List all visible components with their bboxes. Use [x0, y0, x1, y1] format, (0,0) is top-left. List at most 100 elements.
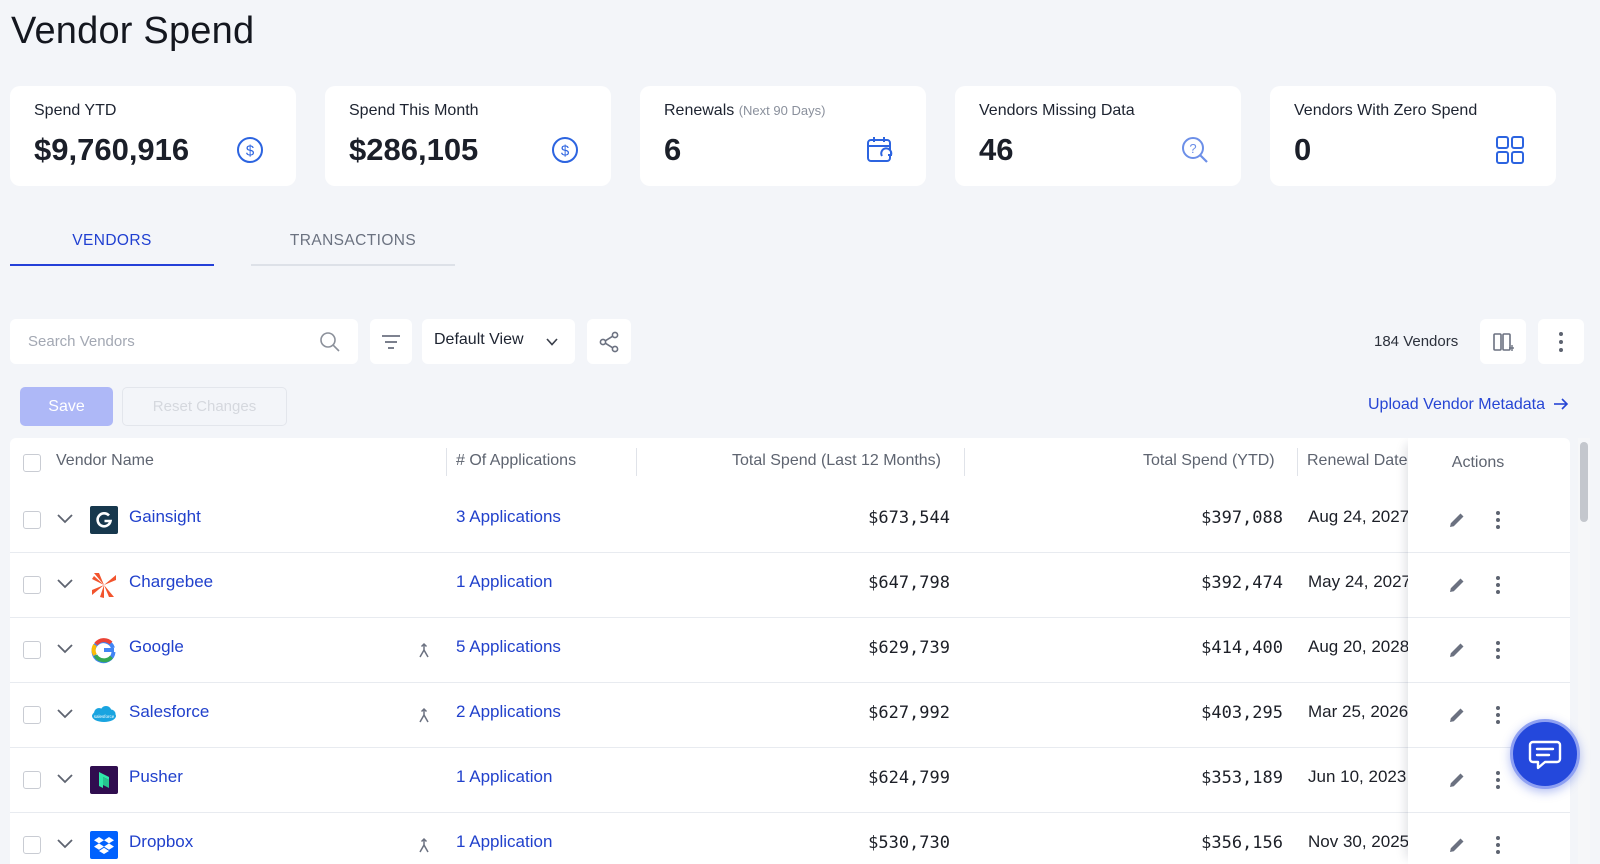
table-row[interactable]: Google 5 Applications $629,739 $414,400 …	[10, 618, 1570, 683]
calendar-refresh-icon	[867, 137, 893, 162]
kebab-icon[interactable]	[1494, 573, 1502, 597]
stat-card-spend-month: Spend This Month $286,105 $	[325, 86, 611, 186]
chevron-down-icon[interactable]	[54, 573, 76, 595]
total-spend-ytd: $353,189	[1201, 768, 1283, 788]
table-row[interactable]: Gainsight 3 Applications $673,544 $397,0…	[10, 488, 1570, 553]
applications-link[interactable]: 1 Application	[456, 767, 553, 786]
actions-cell	[1408, 618, 1554, 683]
tab-vendors[interactable]: VENDORS	[10, 226, 214, 266]
edit-pencil-icon[interactable]	[1446, 574, 1468, 596]
total-spend-12m: $627,992	[868, 703, 950, 723]
filter-icon	[382, 334, 400, 349]
edit-pencil-icon[interactable]	[1446, 639, 1468, 661]
row-checkbox[interactable]	[23, 511, 41, 529]
applications-link[interactable]: 3 Applications	[456, 507, 561, 526]
table-row[interactable]: Dropbox 1 Application $530,730 $356,156 …	[10, 813, 1570, 864]
row-checkbox[interactable]	[23, 641, 41, 659]
total-spend-ytd: $392,474	[1201, 573, 1283, 593]
kebab-icon[interactable]	[1494, 703, 1502, 727]
row-checkbox[interactable]	[23, 576, 41, 594]
table-header: Vendor Name # Of Applications Total Spen…	[10, 438, 1570, 488]
stat-label: Renewals (Next 90 Days)	[664, 102, 826, 119]
svg-text:$: $	[246, 143, 255, 160]
stat-value: $286,105	[349, 132, 479, 167]
columns-icon	[1493, 332, 1514, 351]
select-all-checkbox[interactable]	[23, 454, 41, 472]
total-spend-ytd: $414,400	[1201, 638, 1283, 658]
kebab-icon[interactable]	[1494, 768, 1502, 792]
edit-pencil-icon[interactable]	[1446, 509, 1468, 531]
total-spend-ytd: $403,295	[1201, 703, 1283, 723]
search-box	[10, 319, 358, 364]
column-divider	[446, 448, 447, 476]
page-title: Vendor Spend	[11, 10, 255, 52]
renewal-date: May 24, 2027	[1308, 572, 1412, 591]
header-renewal-date[interactable]: Renewal Date	[1307, 452, 1408, 469]
header-vendor-name[interactable]: Vendor Name	[56, 452, 154, 469]
chevron-down-icon[interactable]	[54, 638, 76, 660]
chevron-down-icon[interactable]	[54, 508, 76, 530]
vendor-table: Vendor Name # Of Applications Total Spen…	[10, 438, 1570, 864]
filter-button[interactable]	[370, 319, 412, 364]
search-icon[interactable]	[318, 330, 342, 354]
vendor-count: 184 Vendors	[1374, 333, 1459, 350]
merge-icon[interactable]	[417, 707, 431, 723]
row-checkbox[interactable]	[23, 706, 41, 724]
table-scrollbar[interactable]	[1578, 438, 1590, 864]
merge-icon[interactable]	[417, 642, 431, 658]
more-options-button[interactable]	[1538, 319, 1584, 364]
kebab-icon[interactable]	[1494, 508, 1502, 532]
dollar-circle-icon: $	[237, 137, 263, 163]
chargebee-logo-icon	[92, 573, 116, 598]
header-total-spend-12m[interactable]: Total Spend (Last 12 Months)	[732, 452, 942, 469]
stats-cards: Spend YTD $9,760,916 $ Spend This Month …	[10, 86, 1586, 186]
scrollbar-thumb[interactable]	[1580, 442, 1588, 522]
reset-changes-button[interactable]: Reset Changes	[122, 387, 287, 426]
edit-pencil-icon[interactable]	[1446, 769, 1468, 791]
actions-column: Actions	[1408, 438, 1554, 864]
vendor-name-link[interactable]: Pusher	[129, 767, 183, 786]
table-row[interactable]: salesforce Salesforce 2 Applications $62…	[10, 683, 1570, 748]
chevron-down-icon[interactable]	[54, 703, 76, 725]
share-icon	[599, 331, 619, 352]
table-row[interactable]: Pusher 1 Application $624,799 $353,189 J…	[10, 748, 1570, 813]
chevron-down-icon[interactable]	[54, 768, 76, 790]
row-checkbox[interactable]	[23, 836, 41, 854]
applications-link[interactable]: 1 Application	[456, 832, 553, 851]
vendor-name-link[interactable]: Gainsight	[129, 507, 201, 526]
pusher-logo-icon	[90, 766, 118, 794]
search-input[interactable]	[28, 319, 308, 364]
applications-link[interactable]: 5 Applications	[456, 637, 561, 656]
actions-cell	[1408, 748, 1554, 813]
vendor-name-link[interactable]: Chargebee	[129, 572, 214, 591]
chevron-down-icon[interactable]	[54, 833, 76, 855]
total-spend-12m: $629,739	[868, 638, 950, 658]
kebab-icon[interactable]	[1494, 638, 1502, 662]
renewal-date: Mar 25, 2026	[1308, 702, 1409, 721]
gainsight-logo-icon	[90, 506, 118, 534]
applications-link[interactable]: 2 Applications	[456, 702, 561, 721]
stat-card-renewals: Renewals (Next 90 Days) 6	[640, 86, 926, 186]
header-applications[interactable]: # Of Applications	[456, 452, 577, 469]
columns-button[interactable]	[1480, 319, 1526, 364]
vendor-name-link[interactable]: Salesforce	[129, 702, 210, 721]
row-checkbox[interactable]	[23, 771, 41, 789]
save-button[interactable]: Save	[20, 387, 113, 426]
column-divider	[636, 448, 637, 476]
vendor-name-link[interactable]: Google	[129, 637, 184, 656]
merge-icon[interactable]	[417, 837, 431, 853]
chat-support-button[interactable]	[1510, 719, 1580, 789]
edit-pencil-icon[interactable]	[1446, 834, 1468, 856]
tab-transactions[interactable]: TRANSACTIONS	[251, 226, 455, 266]
table-row[interactable]: Chargebee 1 Application $647,798 $392,47…	[10, 553, 1570, 618]
edit-pencil-icon[interactable]	[1446, 704, 1468, 726]
header-total-spend-ytd[interactable]: Total Spend (YTD)	[1143, 452, 1275, 469]
view-select[interactable]: Default View	[422, 319, 575, 364]
share-button[interactable]	[587, 319, 631, 364]
applications-link[interactable]: 1 Application	[456, 572, 553, 591]
kebab-icon[interactable]	[1494, 833, 1502, 857]
tab-bar: VENDORS TRANSACTIONS	[10, 226, 455, 266]
google-logo-icon	[91, 638, 116, 664]
vendor-name-link[interactable]: Dropbox	[129, 832, 194, 851]
upload-vendor-metadata-link[interactable]: Upload Vendor Metadata	[1368, 396, 1569, 414]
